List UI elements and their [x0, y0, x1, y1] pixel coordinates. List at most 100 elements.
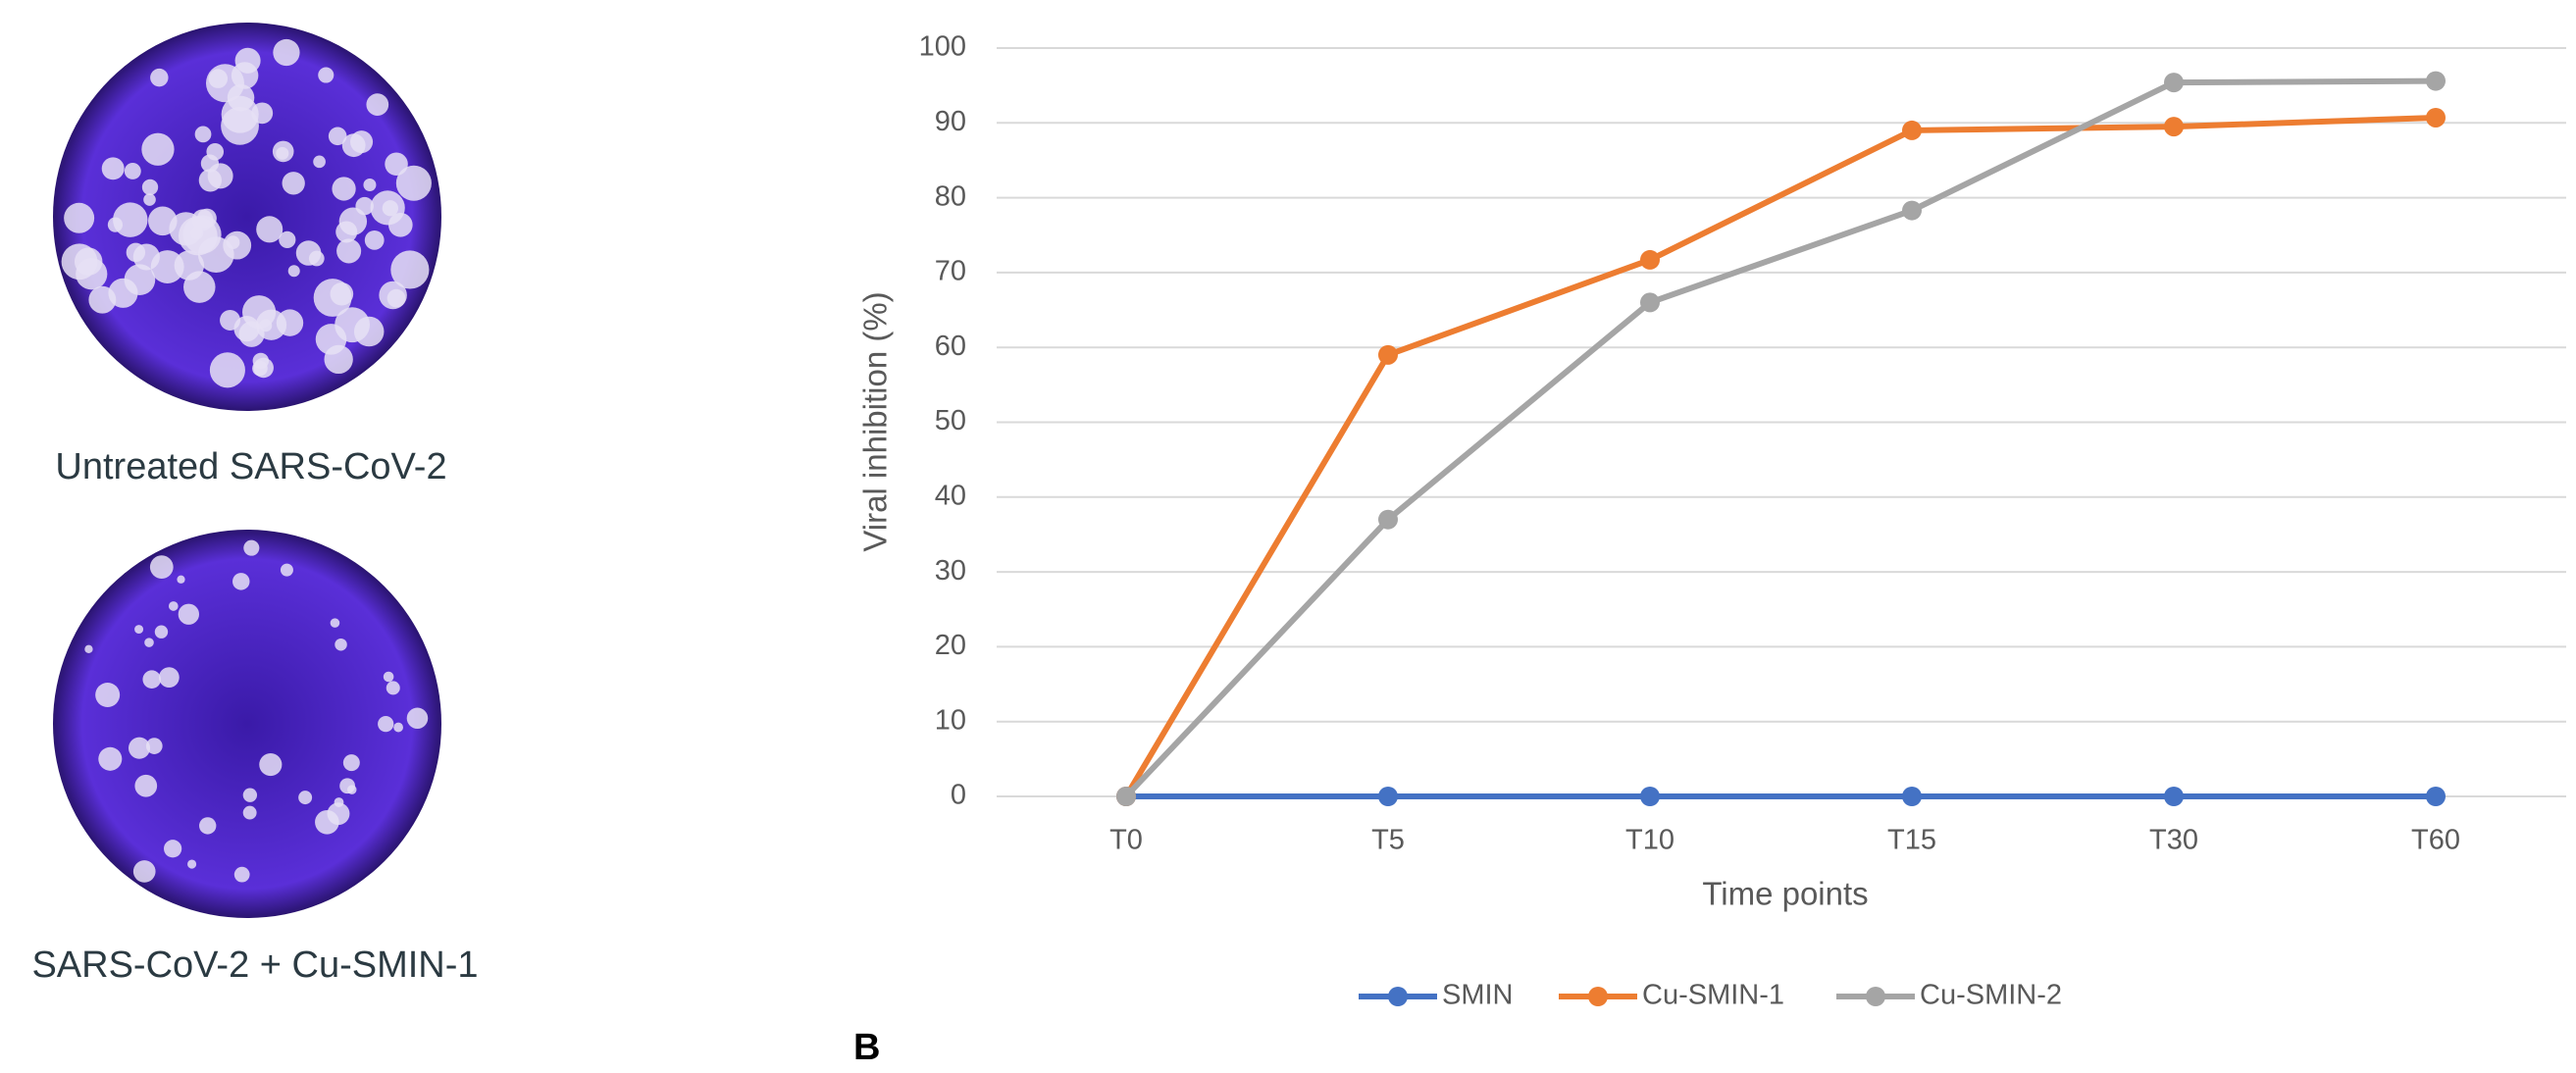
marker	[2164, 117, 2184, 137]
plaque	[338, 207, 368, 235]
plaque	[330, 281, 354, 306]
x-tick-label: T30	[2149, 825, 2198, 856]
plaque	[76, 258, 108, 290]
y-tick-label: 90	[935, 106, 966, 137]
plaque	[141, 179, 159, 196]
marker	[1378, 344, 1398, 365]
plaque	[64, 202, 95, 233]
plaque	[177, 575, 185, 584]
plaque	[84, 644, 93, 654]
plaque	[349, 130, 374, 154]
plaque	[148, 206, 178, 236]
y-tick-label: 20	[935, 630, 966, 661]
plaque	[335, 638, 347, 651]
plaque	[279, 230, 296, 249]
plaque	[243, 539, 260, 556]
plaque	[256, 216, 283, 243]
plaque	[233, 866, 250, 883]
caption: Untreated SARS-CoV-2	[55, 446, 446, 487]
y-tick-label: 10	[935, 704, 966, 736]
plaque	[385, 152, 408, 177]
plaque	[330, 618, 340, 628]
plaque	[378, 715, 394, 733]
marker	[2426, 71, 2446, 91]
plaque	[273, 38, 300, 67]
y-tick-label: 60	[935, 331, 966, 362]
plaque	[298, 791, 313, 805]
marker	[1640, 249, 1660, 270]
y-tick-label: 40	[935, 480, 966, 511]
plaque	[259, 752, 283, 777]
legend-label: Cu-SMIN-1	[1642, 980, 1784, 1011]
plaque	[113, 202, 148, 237]
plaque	[308, 250, 325, 267]
plaque	[149, 555, 174, 579]
y-tick-label: 80	[935, 180, 966, 212]
plaque	[259, 319, 273, 332]
plaque	[382, 200, 398, 217]
plaque	[347, 785, 357, 794]
plaque	[220, 309, 241, 331]
series-line	[1123, 114, 2437, 798]
series-line	[1123, 77, 2437, 799]
marker	[1902, 787, 1922, 806]
plaque	[129, 737, 151, 759]
y-tick-label: 100	[919, 31, 966, 63]
plaque	[272, 140, 294, 163]
plaque	[101, 157, 125, 180]
marker	[1902, 120, 1922, 140]
plaque	[363, 178, 377, 191]
plaque	[386, 681, 400, 695]
plaque	[324, 344, 353, 375]
plaque	[318, 67, 335, 83]
marker	[1902, 200, 1922, 221]
legend-label: SMIN	[1442, 980, 1514, 1011]
plaque	[168, 601, 179, 611]
marker	[1640, 787, 1660, 806]
plaque	[183, 271, 216, 303]
legend-marker	[1388, 987, 1408, 1006]
plaque	[364, 230, 385, 250]
x-tick-label: T15	[1887, 825, 1936, 856]
plaque	[206, 142, 225, 161]
plaque	[124, 264, 156, 296]
plaque	[395, 165, 432, 201]
plaque	[406, 707, 429, 730]
caption: SARS-CoV-2 + Cu-SMIN-1	[31, 945, 478, 986]
panel-label: B	[853, 1027, 880, 1068]
plaque	[132, 243, 160, 271]
plaque	[280, 563, 293, 577]
plaque	[144, 638, 154, 647]
plaque	[150, 68, 169, 87]
plaque	[393, 722, 403, 733]
plaque	[134, 625, 144, 635]
plaque	[182, 215, 222, 254]
plaque	[88, 285, 117, 314]
plaque	[253, 357, 274, 379]
plaque	[134, 774, 158, 797]
plaque	[233, 315, 260, 342]
plaque	[142, 670, 162, 689]
x-tick-label: T10	[1625, 825, 1674, 856]
marker	[2164, 73, 2184, 93]
plaque	[232, 573, 250, 590]
plaque	[383, 671, 394, 683]
plaque	[313, 155, 326, 169]
plaque	[164, 840, 182, 858]
x-axis-title: Time points	[1702, 876, 1868, 912]
plaque	[336, 238, 362, 264]
plaque	[194, 126, 212, 143]
y-axis-title: Viral inhibition (%)	[857, 291, 894, 551]
plaque	[158, 667, 180, 689]
plaque	[332, 177, 356, 201]
marker	[2426, 107, 2446, 128]
marker	[1378, 787, 1398, 806]
legend-label: Cu-SMIN-2	[1920, 980, 2062, 1011]
marker	[1116, 787, 1136, 806]
plaque	[287, 265, 300, 278]
plaque	[205, 64, 244, 103]
plaque	[141, 132, 175, 166]
plaque	[209, 352, 245, 388]
plaque	[145, 738, 163, 754]
